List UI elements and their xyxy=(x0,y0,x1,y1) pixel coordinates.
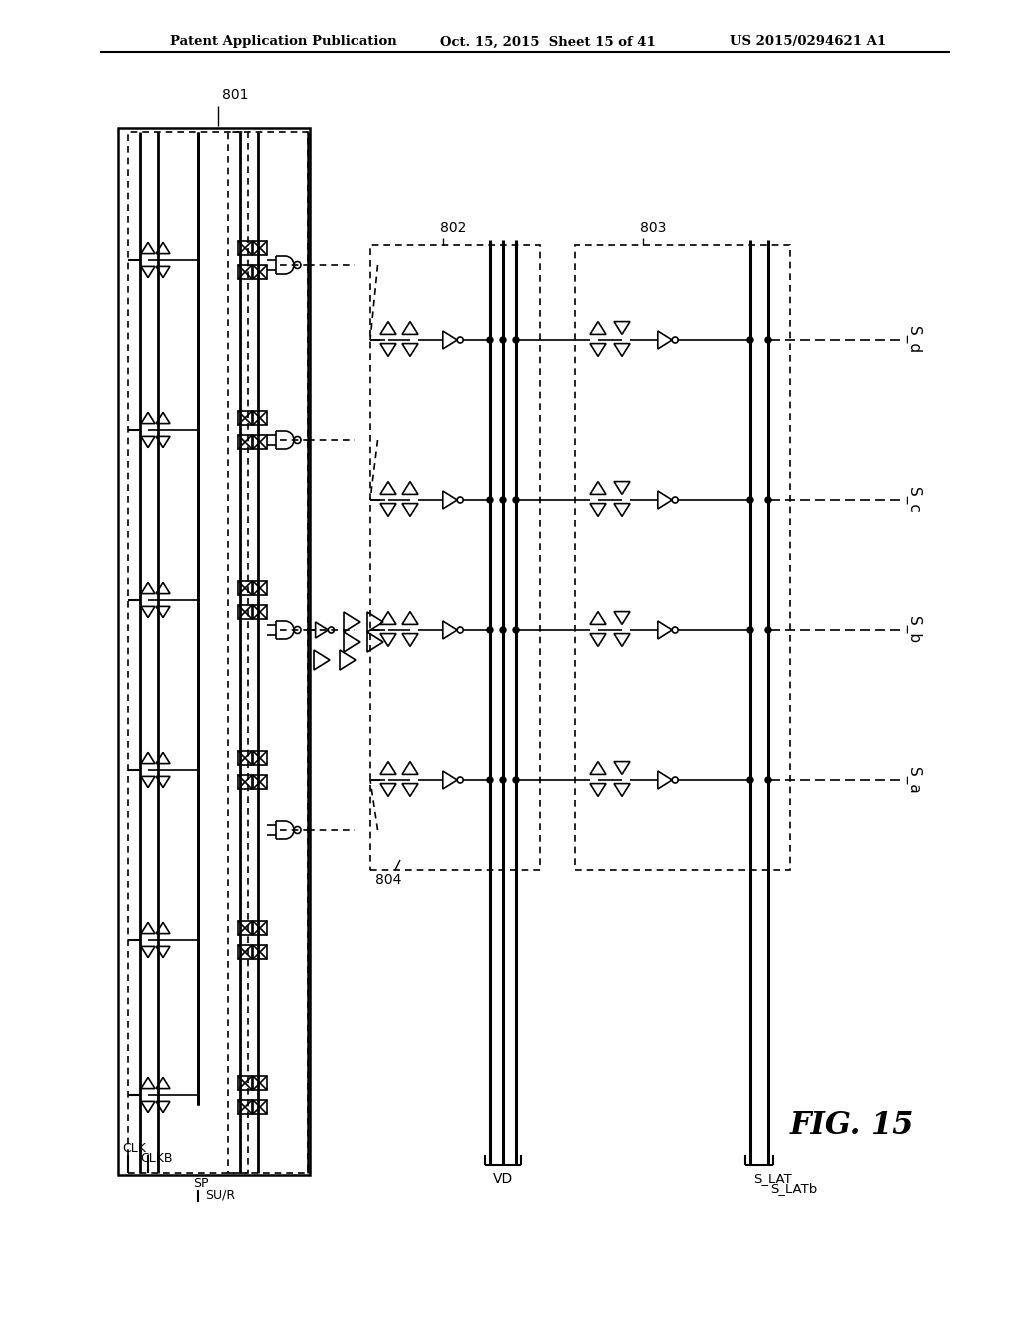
Circle shape xyxy=(487,777,493,783)
Bar xyxy=(253,775,267,789)
Text: 803: 803 xyxy=(640,220,667,235)
Bar xyxy=(238,1100,252,1114)
Text: S_LATb: S_LATb xyxy=(770,1181,817,1195)
Circle shape xyxy=(487,627,493,634)
Text: FIG. 15: FIG. 15 xyxy=(790,1110,914,1140)
Bar xyxy=(253,242,267,255)
Text: S_a: S_a xyxy=(905,767,922,793)
Bar xyxy=(238,265,252,279)
Circle shape xyxy=(746,627,753,634)
Text: 801: 801 xyxy=(222,88,249,102)
Text: CLK: CLK xyxy=(122,1142,145,1155)
Bar xyxy=(238,775,252,789)
Text: S_d: S_d xyxy=(905,326,922,354)
Bar xyxy=(253,1076,267,1090)
Text: S_c: S_c xyxy=(905,487,922,513)
Text: 804: 804 xyxy=(375,873,401,887)
Bar xyxy=(253,436,267,449)
Bar xyxy=(238,605,252,619)
Text: VD: VD xyxy=(493,1172,513,1185)
Bar xyxy=(253,265,267,279)
Circle shape xyxy=(765,627,771,634)
Bar xyxy=(238,411,252,425)
Bar xyxy=(253,605,267,619)
Text: US 2015/0294621 A1: US 2015/0294621 A1 xyxy=(730,36,886,49)
Circle shape xyxy=(513,498,519,503)
Bar xyxy=(228,132,308,1173)
Bar xyxy=(238,945,252,960)
Bar xyxy=(238,581,252,595)
Bar xyxy=(238,1076,252,1090)
Circle shape xyxy=(765,337,771,343)
Bar xyxy=(238,921,252,935)
Bar xyxy=(238,242,252,255)
Circle shape xyxy=(513,777,519,783)
Circle shape xyxy=(500,498,506,503)
Text: SP: SP xyxy=(193,1177,209,1191)
Bar xyxy=(118,128,310,1175)
Text: Patent Application Publication: Patent Application Publication xyxy=(170,36,396,49)
Circle shape xyxy=(765,777,771,783)
Circle shape xyxy=(746,498,753,503)
Circle shape xyxy=(765,498,771,503)
Bar xyxy=(253,411,267,425)
Bar xyxy=(238,436,252,449)
Bar xyxy=(238,751,252,766)
Text: SU/R: SU/R xyxy=(205,1189,236,1203)
Bar xyxy=(253,581,267,595)
Circle shape xyxy=(513,627,519,634)
Text: 802: 802 xyxy=(440,220,466,235)
Text: CLKB: CLKB xyxy=(140,1152,172,1166)
Bar xyxy=(253,1100,267,1114)
Circle shape xyxy=(500,337,506,343)
Circle shape xyxy=(500,627,506,634)
Bar xyxy=(575,246,790,870)
Circle shape xyxy=(500,777,506,783)
Bar xyxy=(253,945,267,960)
Circle shape xyxy=(746,337,753,343)
Bar xyxy=(128,132,248,1173)
Text: S_b: S_b xyxy=(905,616,922,644)
Circle shape xyxy=(746,777,753,783)
Bar xyxy=(370,246,540,870)
Text: Oct. 15, 2015  Sheet 15 of 41: Oct. 15, 2015 Sheet 15 of 41 xyxy=(440,36,655,49)
Bar xyxy=(253,751,267,766)
Circle shape xyxy=(487,337,493,343)
Circle shape xyxy=(513,337,519,343)
Bar xyxy=(253,921,267,935)
Circle shape xyxy=(487,498,493,503)
Text: S_LAT: S_LAT xyxy=(753,1172,792,1185)
